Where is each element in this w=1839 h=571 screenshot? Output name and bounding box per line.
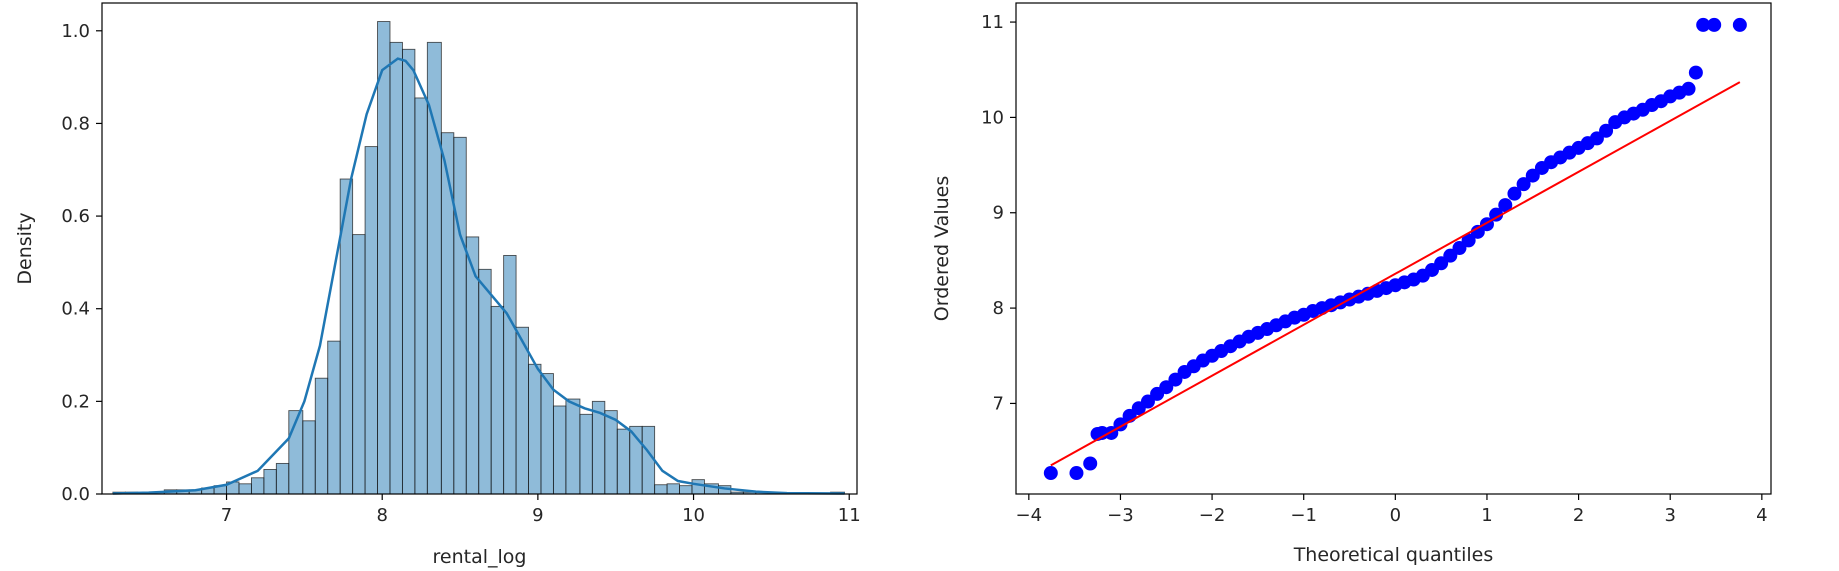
qq-x-axis-label: Theoretical quantiles [1293,544,1494,566]
histogram-bar [414,97,428,495]
qq-reference-line [1050,81,1741,467]
y-tick-label: 0.4 [61,299,90,320]
x-tick-label: 11 [838,505,861,526]
histogram-bar [275,462,290,495]
qq-point [1043,466,1058,481]
qq-axes-frame [1015,2,1772,495]
qq-point [1696,17,1711,32]
histogram-bar [314,377,329,495]
histogram-bar [641,425,656,495]
histogram-bar [465,236,480,495]
qq-x-ticks: −4 −3 −2 −1 0 1 2 3 4 [1016,494,1768,526]
histogram-x-ticks: 7 8 9 10 11 [221,494,861,526]
x-tick-label: −4 [1016,505,1043,526]
histogram-bar [478,268,492,495]
histogram-bar [389,41,403,495]
qq-point [1168,372,1183,387]
x-tick-label: 4 [1756,505,1767,526]
histogram-bar [352,234,366,495]
histogram-bar [238,483,252,495]
histogram-bar [263,469,277,495]
histogram-bar [540,373,554,495]
qq-point [1681,81,1696,96]
histogram-bar [364,146,378,495]
histogram-bar [503,254,517,495]
qq-point [1434,256,1449,271]
x-tick-label: 0 [1390,505,1401,526]
qq-point [1083,456,1098,471]
qq-point [1159,380,1174,395]
y-tick-label: 1.0 [61,21,90,42]
histogram-bar [579,413,593,495]
histogram-x-axis-label: rental_log [433,546,527,568]
histogram-axes-frame [101,2,858,495]
histogram-bar [528,363,542,495]
histogram-bar [250,477,265,495]
histogram-bar [490,305,505,495]
qq-point [1507,186,1522,201]
x-tick-label: 2 [1573,505,1584,526]
x-tick-label: 1 [1481,505,1492,526]
qq-point [1525,168,1540,183]
qq-plot-panel: −4 −3 −2 −1 0 1 2 3 4 7 8 9 10 11 Theoretical quanti… [931,2,1772,566]
y-tick-label: 0.2 [61,391,90,412]
x-tick-label: 7 [221,505,232,526]
qq-points [1043,17,1747,481]
qq-point [1688,65,1703,80]
histogram-bar [453,136,467,495]
x-tick-label: −2 [1199,505,1226,526]
y-tick-label: 0.6 [61,206,90,227]
qq-point [1069,466,1084,481]
y-tick-label: 0.8 [61,113,90,134]
x-tick-label: 9 [532,505,543,526]
qq-point [1516,177,1531,192]
qq-y-axis-label: Ordered Values [931,176,953,321]
x-tick-label: 10 [682,505,705,526]
histogram-bar [616,428,631,495]
x-tick-label: 8 [376,505,387,526]
x-tick-label: −3 [1107,505,1134,526]
histogram-bar [604,410,618,495]
histogram-bars [112,21,845,495]
qq-y-ticks: 7 8 9 10 11 [981,12,1016,414]
histogram-bar [302,420,316,495]
qq-point [1461,233,1476,248]
histogram-bar [401,48,416,495]
histogram-bar [377,21,391,495]
qq-point [1732,17,1747,32]
qq-point [1470,224,1485,239]
qq-point [1452,241,1467,256]
y-tick-label: 9 [993,203,1004,224]
histogram-y-axis-label: Density [14,212,36,284]
histogram-bar [440,132,455,495]
qq-point [1589,131,1604,146]
qq-point [1498,198,1513,213]
histogram-panel: 7 8 9 10 11 0.0 0.2 0.4 0.6 0.8 1.0 rental_log De… [14,2,861,568]
kde-curve [112,57,845,495]
qq-point [1707,17,1722,32]
x-tick-label: 3 [1664,505,1675,526]
y-tick-label: 0.0 [61,484,90,505]
y-tick-label: 7 [993,393,1004,414]
histogram-bar [691,479,705,495]
histogram-bar [666,483,680,495]
histogram-bar [654,484,668,495]
qq-point [1489,207,1504,222]
x-tick-label: −1 [1290,505,1317,526]
histogram-bar [515,326,529,495]
y-tick-label: 10 [981,107,1004,128]
histogram-bar [565,398,581,495]
histogram-bar [552,405,567,495]
histogram-y-ticks: 0.0 0.2 0.4 0.6 0.8 1.0 [61,21,102,505]
histogram-bar [679,485,693,495]
histogram-bar [327,340,341,495]
qq-point [1599,123,1614,138]
qq-point [1443,248,1458,263]
y-tick-label: 11 [981,12,1004,33]
y-tick-label: 8 [993,298,1004,319]
qq-point [1140,394,1155,409]
